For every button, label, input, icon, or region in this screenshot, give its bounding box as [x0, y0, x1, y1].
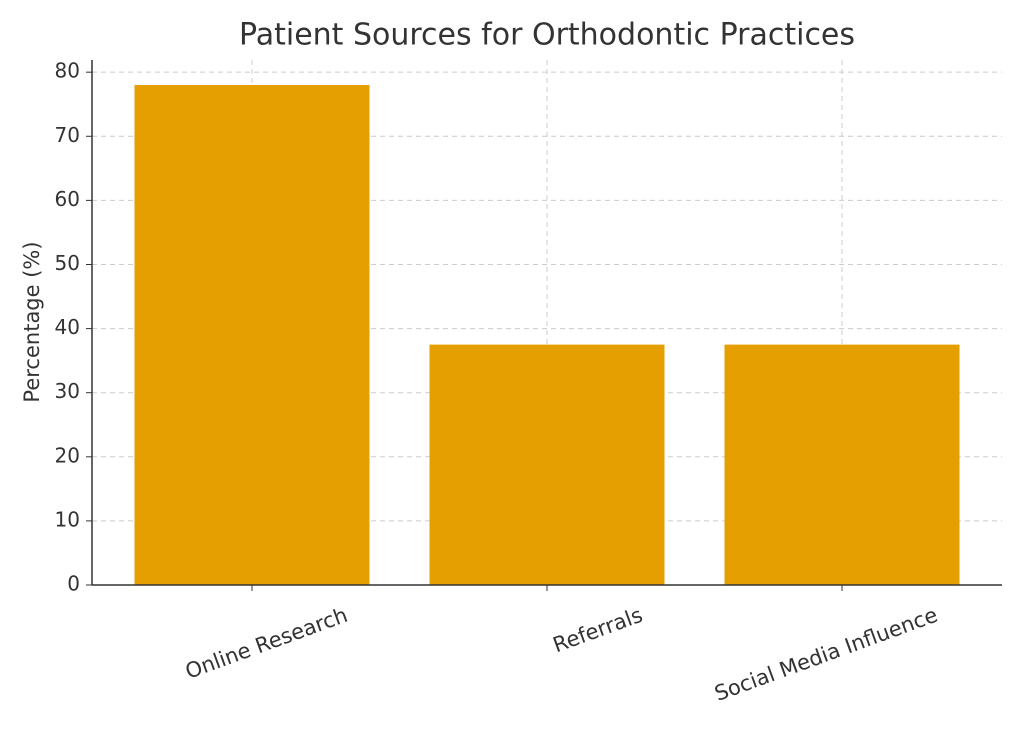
- y-tick-label: 10: [55, 507, 80, 531]
- y-tick-label: 20: [55, 443, 80, 467]
- y-tick-label: 40: [55, 315, 80, 339]
- y-tick-label: 50: [55, 251, 80, 275]
- x-tick-label: Referrals: [550, 603, 646, 658]
- chart-title: Patient Sources for Orthodontic Practice…: [239, 18, 855, 53]
- y-tick-label: 30: [55, 379, 80, 403]
- y-tick-label: 70: [55, 123, 80, 147]
- bar: [429, 344, 665, 585]
- bar: [134, 85, 370, 585]
- y-tick-label: 0: [67, 572, 80, 596]
- x-tick-label: Social Media Influence: [711, 603, 940, 706]
- bar: [724, 344, 960, 585]
- y-tick-label: 80: [55, 59, 80, 83]
- y-tick-label: 60: [55, 187, 80, 211]
- x-tick-label: Online Research: [182, 603, 351, 684]
- y-axis-label: Percentage (%): [20, 241, 44, 402]
